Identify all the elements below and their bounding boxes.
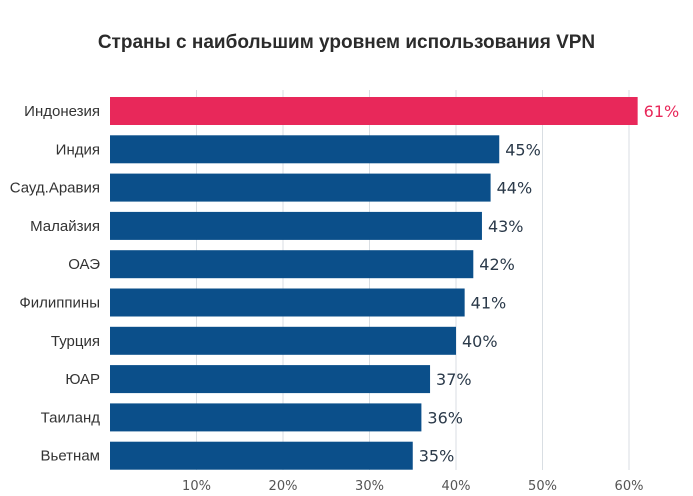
bar <box>110 97 638 125</box>
bars <box>110 97 638 470</box>
category-labels: Индонезия Индия Сауд.Аравия Малайзия ОАЭ Фили… <box>10 103 101 465</box>
value-label: 43% <box>488 217 524 236</box>
value-label: 35% <box>419 447 455 466</box>
category-label: Индия <box>56 141 100 158</box>
bar <box>110 211 482 240</box>
chart-title: Страны с наибольшим уровнем использовани… <box>97 32 596 53</box>
category-label: Турция <box>51 333 100 350</box>
value-label: 61% <box>644 102 680 121</box>
bar <box>110 365 431 394</box>
x-tick-label: 60% <box>615 479 644 494</box>
bar <box>110 288 465 317</box>
category-label: Индонезия <box>24 103 100 120</box>
x-axis-ticks: 10% 20% 30% 40% 50% 60% <box>182 479 643 494</box>
value-label: 41% <box>471 294 507 313</box>
category-label: Вьетнам <box>41 448 100 465</box>
x-tick-label: 50% <box>528 479 557 494</box>
x-tick-label: 30% <box>355 479 384 494</box>
x-tick-label: 10% <box>182 479 211 494</box>
value-label: 44% <box>497 179 533 198</box>
value-label: 36% <box>427 408 463 427</box>
category-label: ЮАР <box>65 371 100 388</box>
category-label: Таиланд <box>41 409 101 426</box>
bar <box>110 173 491 202</box>
x-tick-label: 40% <box>442 479 471 494</box>
category-label: ОАЭ <box>68 256 100 273</box>
x-tick-label: 20% <box>269 479 298 494</box>
value-label: 40% <box>462 332 498 351</box>
bar <box>110 326 456 355</box>
value-label: 37% <box>436 370 472 389</box>
category-label: Сауд.Аравия <box>10 180 100 197</box>
value-label: 42% <box>479 255 515 274</box>
value-label: 45% <box>505 140 541 159</box>
bar <box>110 403 422 432</box>
bar <box>110 135 500 164</box>
value-labels: 61% 45% 44% 43% 42% 41% 40% 37% 36% 35% <box>419 102 679 466</box>
bar <box>110 250 474 279</box>
category-label: Малайзия <box>30 218 100 235</box>
category-label: Филиппины <box>19 295 100 312</box>
bar <box>110 441 413 470</box>
